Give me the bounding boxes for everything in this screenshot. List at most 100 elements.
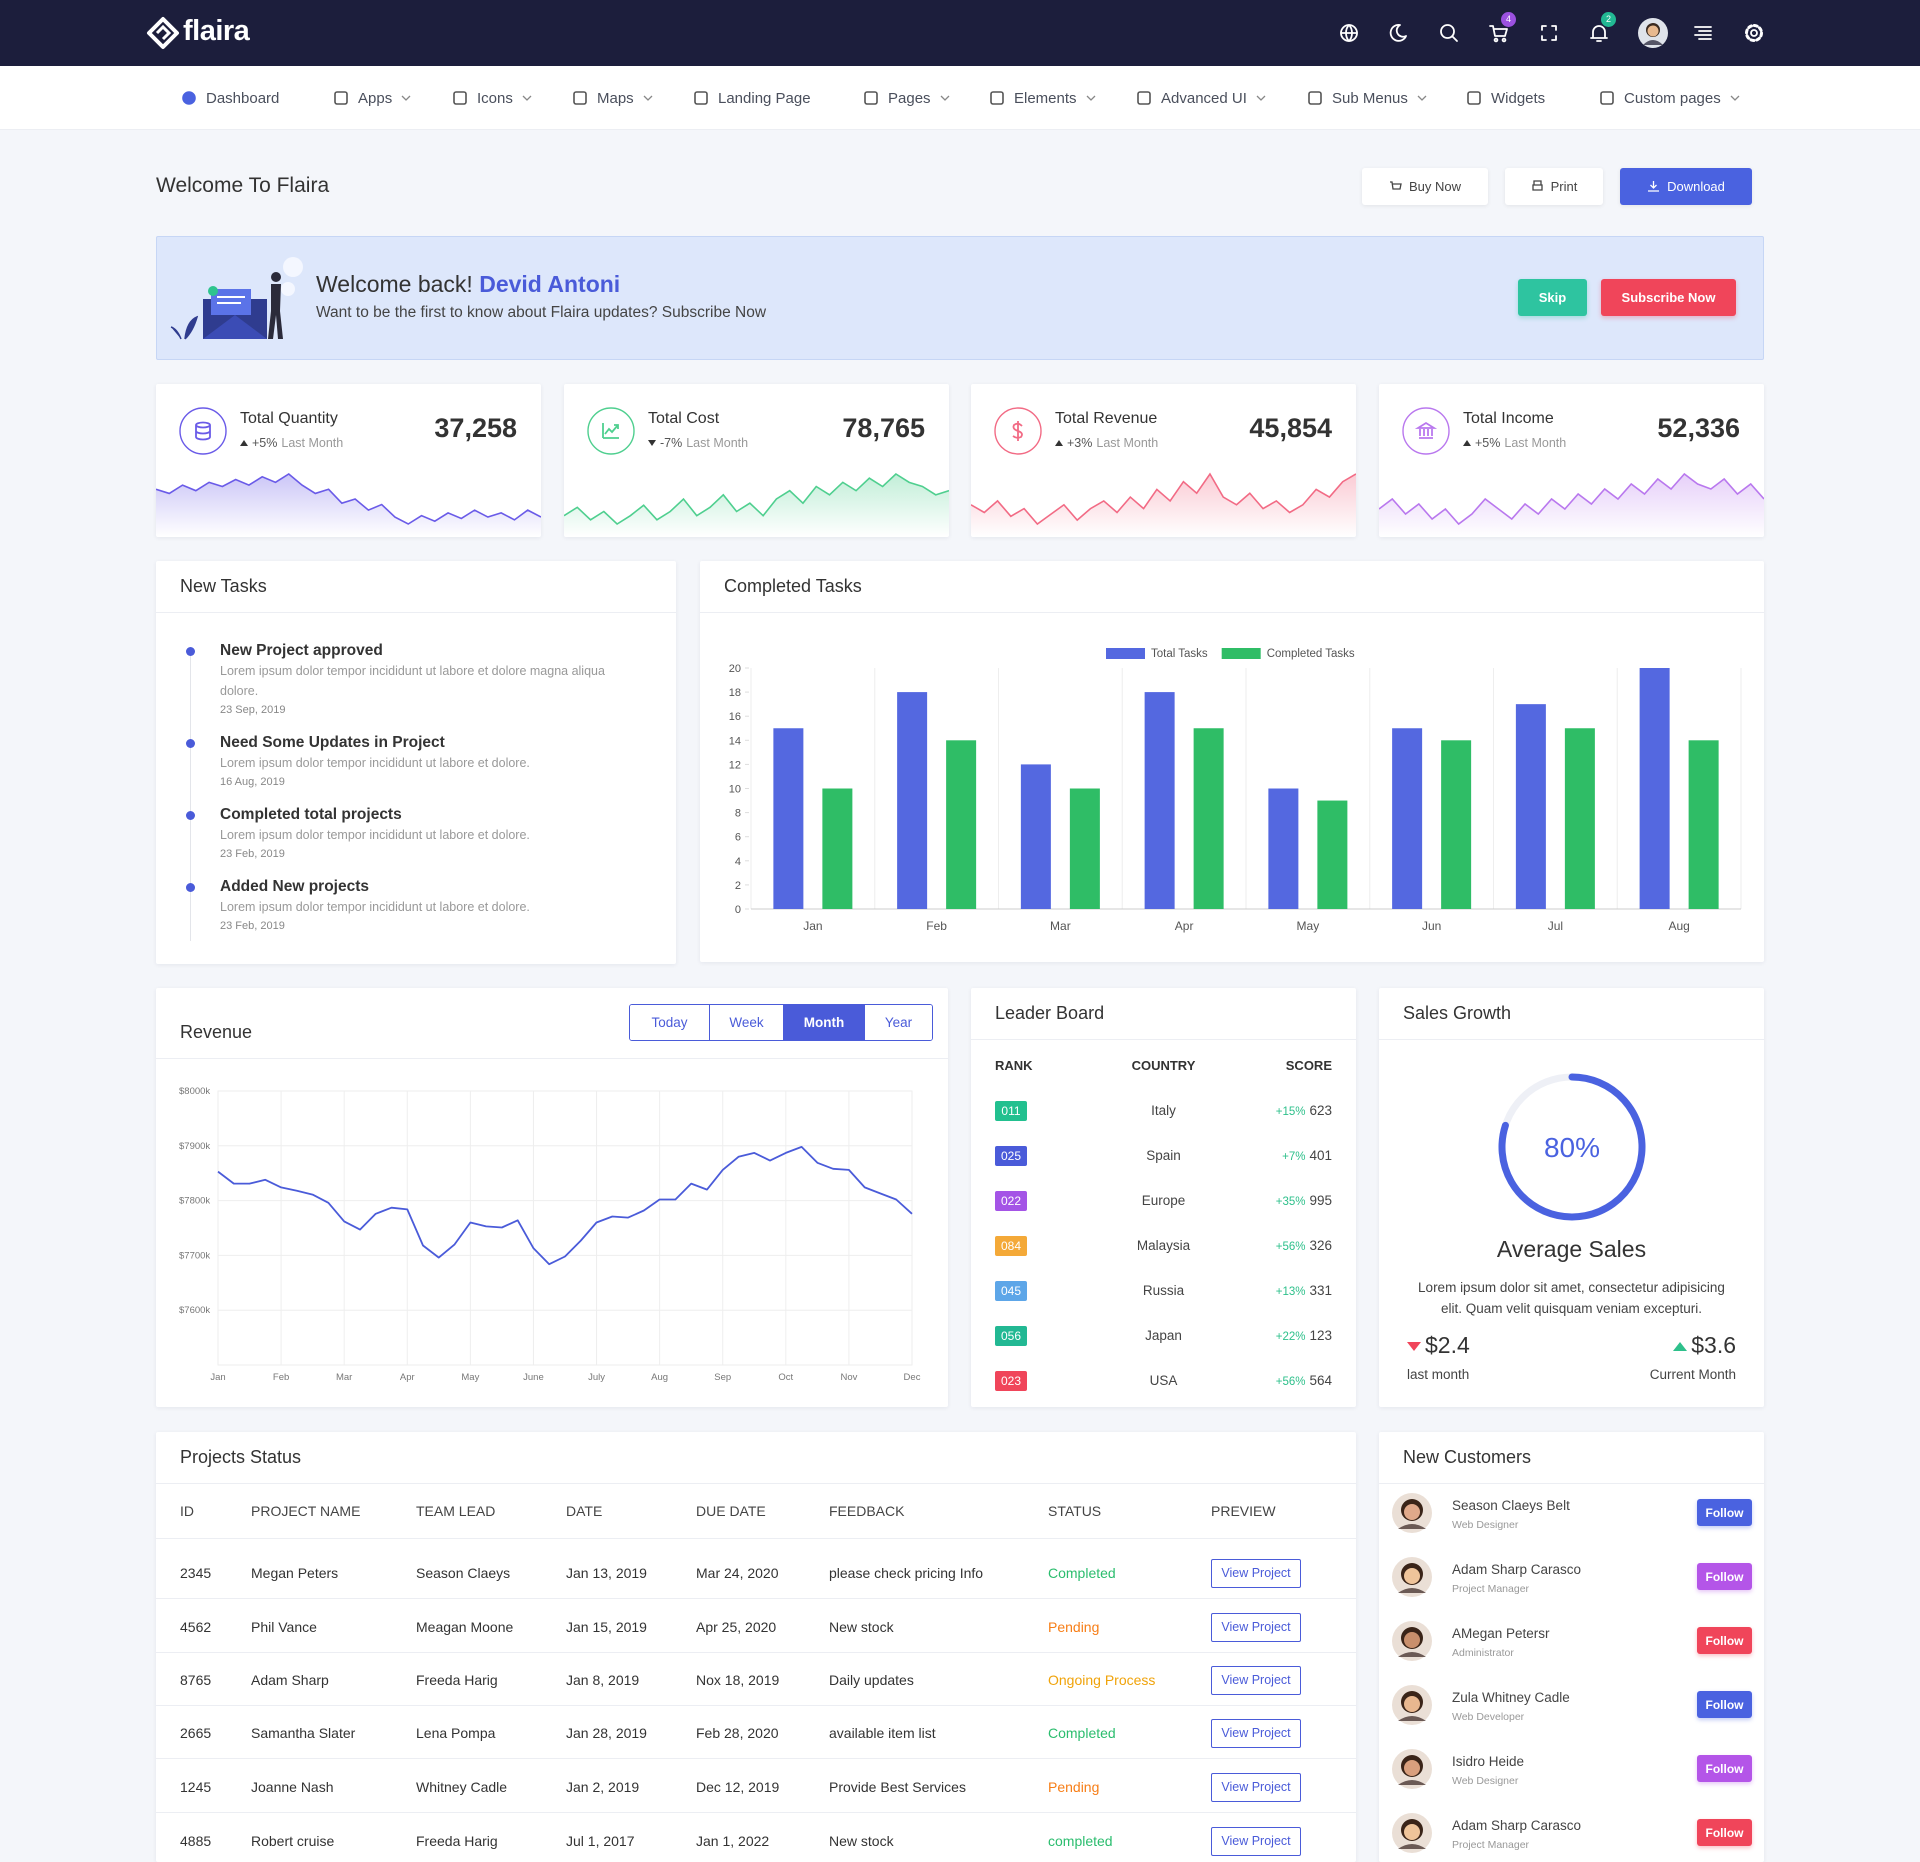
nav-item[interactable]: Landing Page bbox=[693, 66, 811, 130]
nav-item[interactable]: Maps bbox=[572, 66, 653, 130]
column-header: DUE DATE bbox=[696, 1503, 766, 1519]
nav-item[interactable]: Custom pages bbox=[1599, 66, 1740, 130]
y-tick-label: 14 bbox=[729, 735, 741, 747]
follow-button[interactable]: Follow bbox=[1697, 1691, 1752, 1718]
view-project-button[interactable]: View Project bbox=[1211, 1559, 1301, 1588]
follow-button[interactable]: Follow bbox=[1697, 1627, 1752, 1654]
rank-badge: 023 bbox=[995, 1371, 1027, 1391]
top-icon[interactable] bbox=[1483, 17, 1515, 49]
chart-canvas: $7600k $7700k $7800k $7900k $8000k Jan Feb Mar A… bbox=[179, 1086, 921, 1383]
cell: Feb 28, 2020 bbox=[696, 1725, 779, 1741]
nav-label: Advanced UI bbox=[1161, 89, 1247, 107]
nav-item[interactable]: Advanced UI bbox=[1136, 66, 1266, 130]
range-tab[interactable]: Today bbox=[630, 1005, 709, 1040]
score: +56% 564 bbox=[1276, 1373, 1332, 1388]
legend-swatch bbox=[1221, 648, 1261, 659]
range-tab[interactable]: Month bbox=[783, 1005, 864, 1040]
task-date: 23 Feb, 2019 bbox=[220, 920, 285, 932]
top-icon[interactable] bbox=[1533, 17, 1565, 49]
banner-button[interactable]: Subscribe Now bbox=[1601, 279, 1736, 316]
banner-button[interactable]: Skip bbox=[1518, 279, 1587, 316]
projects-card: Projects Status ID PROJECT NAME TEAM LEAD DA… bbox=[156, 1432, 1356, 1862]
view-project-button[interactable]: View Project bbox=[1211, 1773, 1301, 1802]
top-icon[interactable] bbox=[1333, 17, 1365, 49]
action-button[interactable]: Buy Now bbox=[1362, 168, 1488, 205]
timeline-dot bbox=[186, 739, 195, 748]
x-tick-label: Oct bbox=[778, 1372, 793, 1383]
top-icon[interactable] bbox=[1738, 17, 1770, 49]
chevron bbox=[643, 95, 653, 101]
icon-shape bbox=[1541, 25, 1557, 41]
card-title: Completed Tasks bbox=[724, 576, 862, 596]
logo-inner bbox=[155, 24, 172, 41]
x-tick-label: June bbox=[523, 1372, 544, 1383]
follow-button[interactable]: Follow bbox=[1697, 1819, 1752, 1846]
customer-role: Web Designer bbox=[1452, 1775, 1519, 1787]
cell: Freeda Harig bbox=[416, 1672, 498, 1688]
action-button[interactable]: Print bbox=[1505, 168, 1603, 205]
top-icon[interactable] bbox=[1637, 17, 1669, 49]
nav-item[interactable]: Pages bbox=[863, 66, 950, 130]
stat-label: Total Cost bbox=[648, 410, 720, 427]
cell: 4562 bbox=[180, 1619, 212, 1635]
rank-badge: 011 bbox=[995, 1101, 1027, 1121]
illustration bbox=[170, 257, 303, 340]
column-header: FEEDBACK bbox=[829, 1503, 905, 1519]
stat-value: 37,258 bbox=[434, 413, 517, 443]
y-tick-label: 20 bbox=[729, 663, 741, 675]
view-project-button[interactable]: View Project bbox=[1211, 1613, 1301, 1642]
nav-bar: Dashboard Apps Icons Maps Landing Page Pages E… bbox=[0, 66, 1920, 130]
figure-amount: $3.6 bbox=[1691, 1332, 1736, 1358]
bar bbox=[1317, 800, 1348, 909]
sparkline bbox=[564, 472, 949, 537]
nav-item[interactable]: Sub Menus bbox=[1307, 66, 1427, 130]
button-label: Download bbox=[1667, 179, 1725, 194]
stat-icon-ring bbox=[179, 407, 227, 455]
y-tick-label: $8000k bbox=[179, 1086, 210, 1097]
icon-part bbox=[1451, 35, 1458, 42]
person-head bbox=[271, 272, 281, 282]
top-icon[interactable] bbox=[1433, 17, 1465, 49]
chevron bbox=[1086, 95, 1095, 101]
action-button[interactable]: Download bbox=[1620, 168, 1752, 205]
follow-button[interactable]: Follow bbox=[1697, 1499, 1752, 1526]
nav-item[interactable]: Elements bbox=[989, 66, 1096, 130]
score-change: +15% bbox=[1275, 1106, 1306, 1118]
score-value: 331 bbox=[1309, 1283, 1332, 1298]
x-tick-label: Apr bbox=[1175, 919, 1194, 933]
top-icon[interactable] bbox=[1382, 17, 1414, 49]
stat-icon-glyph bbox=[1414, 421, 1438, 439]
task-item: Added New projects Lorem ipsum dolor temp… bbox=[186, 877, 630, 935]
bar bbox=[1688, 740, 1719, 909]
avatar bbox=[1392, 1621, 1432, 1661]
follow-button[interactable]: Follow bbox=[1697, 1563, 1752, 1590]
view-project-button[interactable]: View Project bbox=[1211, 1827, 1301, 1856]
icon-shape bbox=[1694, 26, 1712, 40]
nav-item[interactable]: Icons bbox=[452, 66, 532, 130]
column-header: COUNTRY bbox=[1131, 1058, 1196, 1073]
top-icon[interactable] bbox=[1583, 17, 1615, 49]
view-project-button[interactable]: View Project bbox=[1211, 1666, 1301, 1695]
task-list: New Project approved Lorem ipsum dolor te… bbox=[186, 641, 630, 949]
nav-item[interactable]: Widgets bbox=[1466, 66, 1545, 130]
range-tab[interactable]: Week bbox=[709, 1005, 783, 1040]
chevron bbox=[940, 95, 950, 101]
nav-item[interactable]: Dashboard bbox=[181, 66, 279, 130]
chevron-shape bbox=[1417, 95, 1427, 101]
figure-label: last month bbox=[1407, 1367, 1470, 1382]
follow-button[interactable]: Follow bbox=[1697, 1755, 1752, 1782]
chevron bbox=[1256, 95, 1266, 101]
top-icon[interactable] bbox=[1687, 17, 1719, 49]
nav-label: Landing Page bbox=[718, 89, 811, 107]
view-project-button[interactable]: View Project bbox=[1211, 1719, 1301, 1748]
nav-item[interactable]: Apps bbox=[333, 66, 411, 130]
cell: Lena Pompa bbox=[416, 1725, 496, 1741]
user-name: Devid Antoni bbox=[479, 271, 621, 297]
stat-change: +3% Last Month bbox=[1055, 436, 1158, 450]
timeline-dot bbox=[186, 647, 195, 656]
range-tab[interactable]: Year bbox=[864, 1005, 932, 1040]
score-value: 401 bbox=[1309, 1148, 1332, 1163]
score-change: +35% bbox=[1275, 1196, 1306, 1208]
range-tabs: Today Week Month Year bbox=[629, 1004, 933, 1041]
